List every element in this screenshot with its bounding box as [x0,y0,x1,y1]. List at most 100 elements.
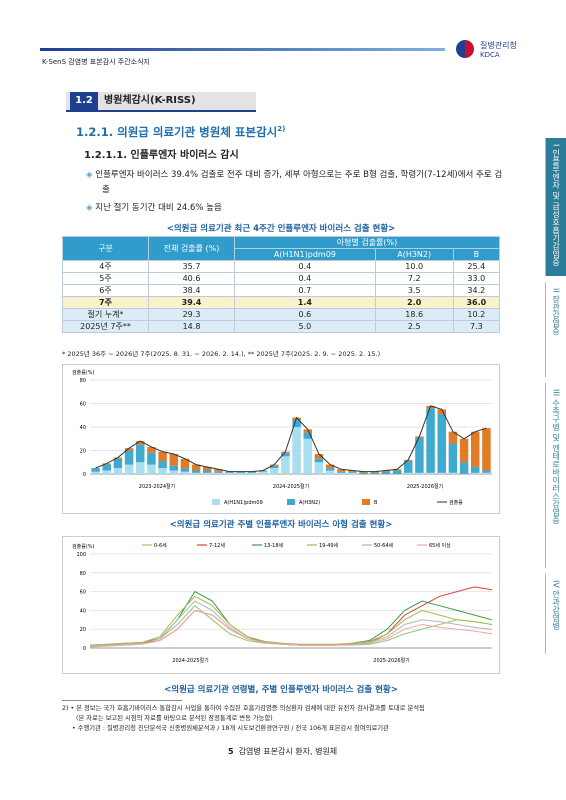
bar-segment [471,431,480,467]
logo [456,40,474,58]
bar-segment [482,472,491,474]
bar-segment [314,458,324,463]
bar-segment [448,431,458,444]
legend-label: 50-64세 [374,542,394,549]
legend-swatch [362,499,370,505]
bar-segment [392,470,402,474]
legend-label: 검출률 [449,499,463,506]
season-label: 2023-2024절기 [139,483,175,490]
bar-segment [281,452,290,457]
bar-segment [247,471,257,473]
bar-segment [337,469,346,472]
bar-segment [325,468,335,471]
bar-segment [113,468,123,474]
footnote-ref: 2) [277,125,286,134]
table-cell: 25.4 [452,260,501,273]
bar-segment [102,470,111,474]
bullet-text: 인플루엔자 바이러스 39.4% 검출로 전주 대비 증가, 세부 아형으로는 … [95,170,503,195]
table-row: 4주 35.7 0.4 10.0 25.4 [62,260,501,273]
th: B [452,248,501,261]
table-cell: 40.6 [148,272,235,285]
bar-segment [303,438,312,474]
table-row: 7주 39.4 1.4 2.0 36.0 [62,296,501,309]
table-cell: 2.0 [374,296,454,309]
footnote-line: (본 자료는 보고된 시점의 자료를 바탕으로 분석된 잠정통계로 변동 가능함… [76,715,273,722]
season-label: 2024-2025절기 [172,657,208,664]
table-cell: 2025년 7주** [62,320,149,333]
side-tab[interactable]: I 인플루엔자 및 급성호흡기감염증 [545,138,566,276]
org-en: KDCA [480,51,500,59]
tab-label: 수족구병 및 엔테로바이러스감염증 [551,398,561,524]
bar-segment [359,471,368,473]
bar-segment [270,465,279,469]
table-cell: 0.4 [234,260,376,273]
bar-segment [169,470,178,474]
y-tick-label: 60 [80,590,86,596]
table-caption: <의원급 의료기관 최근 4주간 인플루엔자 바이러스 검출 현황> [166,224,396,234]
series-line [89,590,493,647]
bullet: ◈ 인플루엔자 바이러스 39.4% 검출로 전주 대비 증가, 세부 아형으로… [86,170,503,195]
th: A(H3N2) [374,248,454,261]
table-cell: 10.2 [452,308,501,321]
bar-segment [437,414,446,473]
table-cell: 6주 [62,284,149,297]
table-cell: 29.3 [148,308,235,321]
table-cell: 1.4 [234,296,376,309]
bar-segment [426,472,435,474]
bar-segment [337,472,346,474]
bar-segment [448,472,458,474]
side-tab[interactable]: III 수족구병 및 엔테로바이러스감염증 [545,383,566,568]
y-tick-label: 80 [80,571,86,577]
bar-segment [214,469,223,472]
side-tab[interactable]: IV 안과감염병 [545,574,566,654]
th: 아형별 검출률(%) [234,236,500,249]
section-box [66,92,256,112]
bar-segment [214,472,223,474]
org-kr: 질병관리청 [480,41,517,50]
bar-segment [471,472,480,474]
bar-segment [102,464,111,471]
tab-num: III [551,389,561,397]
legend-swatch [287,499,295,505]
table-cell: 7.2 [374,272,454,285]
bar-segment [426,408,435,473]
bar-segment [292,419,301,427]
series-line [89,605,493,646]
bar-segment [214,471,223,473]
bar-segment [191,470,201,473]
bar-segment [203,470,212,473]
bar-segment [370,472,379,474]
table-cell: 절기 누계* [62,308,149,321]
bar-segment [381,470,391,472]
table-cell: 10.0 [374,260,454,273]
series-line [89,586,493,647]
tab-label: 장관감염증 [551,295,561,336]
table-cell: 34.2 [452,284,501,297]
legend-label: A(H1N1)pdm09 [224,500,263,506]
season-label: 2025-2026절기 [407,483,443,490]
table-cell: 36.0 [452,296,501,309]
th: A(H1N1)pdm09 [234,248,376,261]
bar-segment [258,470,268,472]
chart-2: 0 20 40 60 80 100 검출률(%) 2024-2025절기 2025-2026절기… [62,536,500,674]
y-tick-label: 20 [80,449,86,455]
bar-segment [136,462,145,474]
bar-segment [147,446,156,453]
season-label: 2024-2025절기 [273,483,309,490]
bar-segment [136,444,145,463]
table-cell: 33.0 [452,272,501,285]
side-tab[interactable]: II 장관감염증 [545,282,566,377]
header-bar [40,48,445,51]
bar-segment [169,454,178,466]
footer-title: 감염병 표본감시 환자, 병원체 [238,747,338,756]
legend-label: A(H3N2) [299,500,320,506]
footnote-ref: 2) [62,705,69,712]
tab-num: II [551,288,561,293]
table-cell: 35.7 [148,260,235,273]
bullet: ◈ 지난 절기 동기간 대비 24.6% 높음 [86,203,222,213]
legend-label: 13-18세 [264,542,284,549]
bar-segment [448,443,458,473]
bar-segment [314,462,324,474]
bar-segment [437,472,446,474]
table-cell: 0.7 [234,284,376,297]
